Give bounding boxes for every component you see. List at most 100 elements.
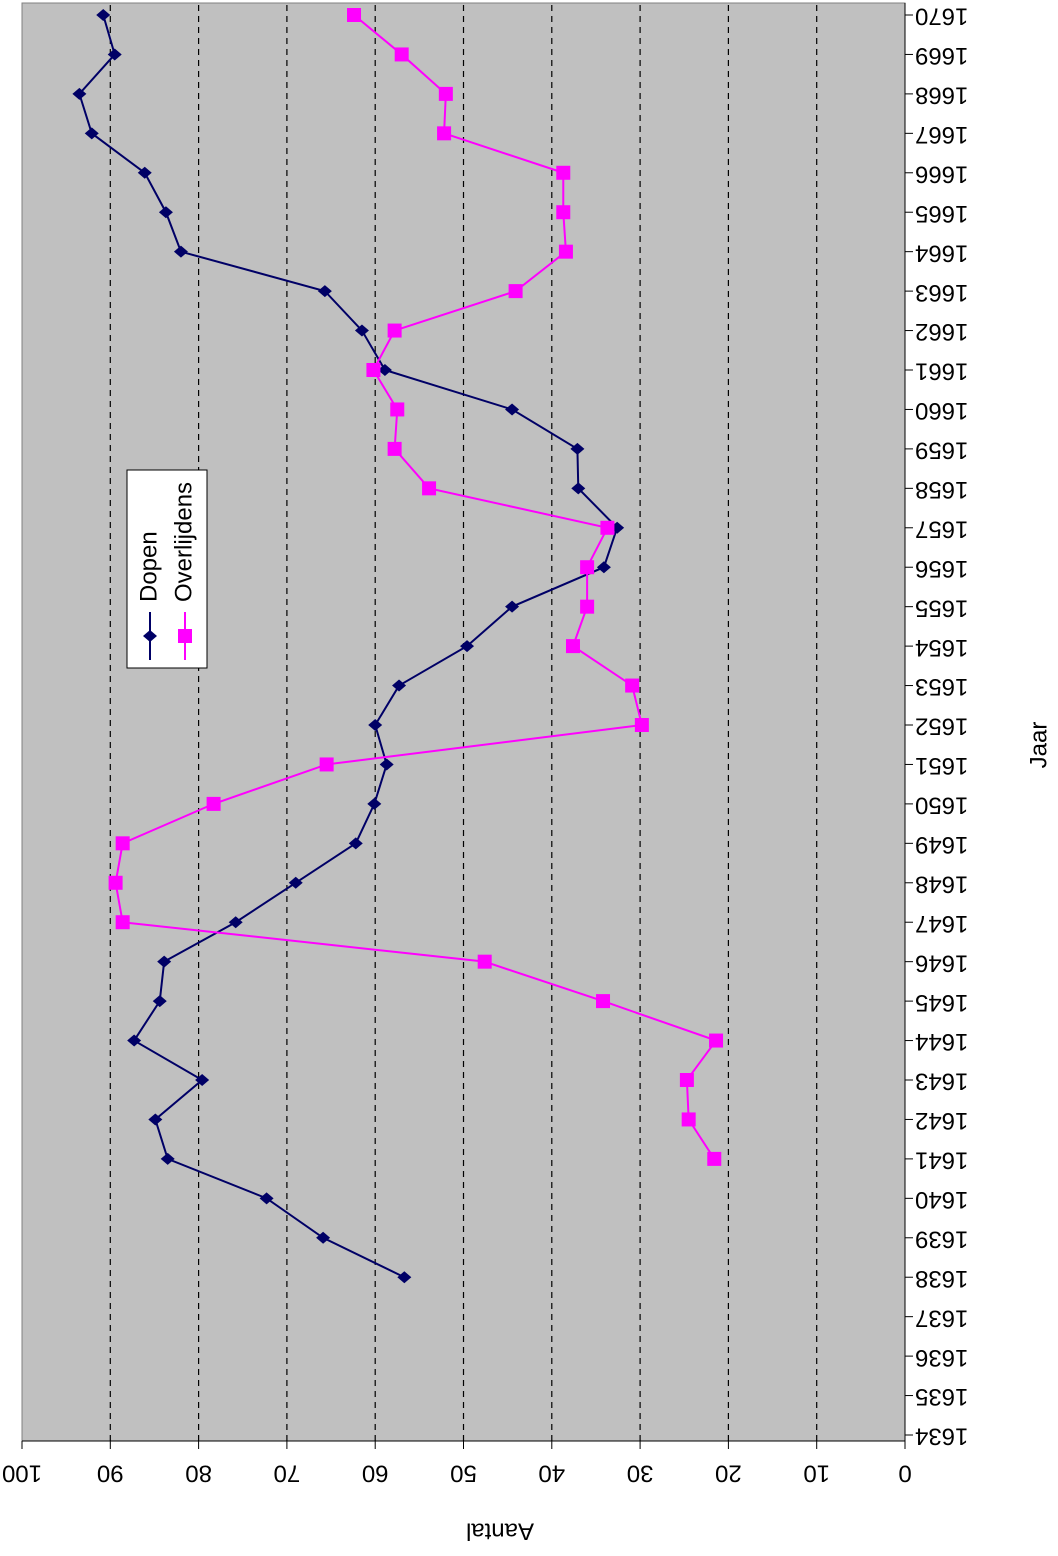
marker — [625, 678, 640, 693]
legend-label: Dopen — [135, 531, 162, 602]
marker — [84, 127, 99, 140]
x-tick-label: 1634 — [915, 1423, 968, 1450]
marker — [679, 1073, 694, 1087]
marker — [115, 915, 130, 930]
marker — [709, 1033, 724, 1048]
x-tick-label: 1640 — [915, 1186, 968, 1213]
x-tick-label: 1667 — [915, 121, 968, 148]
x-tick-label: 1660 — [915, 397, 968, 424]
marker — [157, 955, 172, 968]
x-axis-title: Jaar — [1025, 722, 1052, 769]
x-tick-label: 1655 — [915, 594, 968, 621]
x-tick-label: 1643 — [915, 1068, 968, 1095]
x-tick-label: 1657 — [915, 515, 968, 542]
marker — [556, 205, 571, 220]
marker — [143, 630, 157, 642]
marker — [394, 47, 409, 62]
marker — [317, 285, 332, 298]
y-tick-label: 20 — [715, 1460, 742, 1487]
y-tick-label: 30 — [627, 1460, 654, 1487]
x-tick-label: 1653 — [915, 673, 968, 700]
x-tick-label: 1663 — [915, 279, 968, 306]
x-tick-label: 1648 — [915, 870, 968, 897]
x-tick-label: 1644 — [915, 1028, 968, 1055]
marker — [379, 758, 394, 771]
marker — [596, 561, 611, 574]
marker — [107, 48, 122, 61]
marker — [377, 364, 392, 376]
marker — [259, 1192, 274, 1205]
marker — [505, 600, 520, 613]
y-tick-label: 100 — [2, 1460, 42, 1487]
marker — [580, 599, 595, 614]
x-tick-label: 1658 — [915, 476, 968, 503]
marker — [366, 363, 381, 377]
x-tick-label: 1659 — [915, 437, 968, 464]
marker — [137, 166, 152, 179]
x-tick-label: 1664 — [915, 239, 968, 266]
marker — [558, 244, 573, 259]
marker — [160, 1152, 175, 1165]
marker — [707, 1151, 722, 1166]
x-tick-label: 1650 — [915, 792, 968, 819]
marker — [158, 206, 173, 219]
y-tick-label: 0 — [898, 1460, 911, 1487]
marker — [288, 876, 303, 889]
marker — [152, 995, 167, 1008]
y-tick-label: 70 — [274, 1460, 301, 1487]
x-tick-label: 1642 — [915, 1107, 968, 1134]
marker — [477, 954, 492, 969]
marker — [438, 86, 453, 101]
x-tick-label: 1668 — [915, 82, 968, 109]
x-tick-label: 1641 — [915, 1147, 968, 1174]
marker — [565, 639, 580, 654]
y-tick-label: 80 — [185, 1460, 212, 1487]
legend-label: Overlijdens — [170, 482, 197, 602]
x-tick-label: 1652 — [915, 713, 968, 740]
marker — [316, 1231, 331, 1244]
legend-box — [126, 469, 208, 669]
x-tick-label: 1670 — [915, 3, 968, 30]
marker — [148, 1113, 163, 1126]
marker — [570, 442, 585, 455]
x-tick-label: 1649 — [915, 831, 968, 858]
y-tick-label: 90 — [97, 1460, 124, 1487]
marker — [422, 481, 437, 496]
x-tick-label: 1647 — [915, 910, 968, 937]
x-tick-label: 1661 — [915, 358, 968, 385]
marker — [387, 323, 402, 338]
marker — [437, 126, 452, 141]
marker — [600, 520, 615, 535]
y-tick-label: 40 — [538, 1460, 565, 1487]
x-tick-label: 1665 — [915, 200, 968, 227]
marker — [96, 9, 111, 21]
marker — [115, 836, 130, 851]
marker — [397, 1271, 412, 1284]
marker — [348, 837, 363, 850]
x-tick-label: 1637 — [915, 1304, 968, 1331]
x-tick-label: 1666 — [915, 160, 968, 187]
marker — [228, 916, 243, 929]
x-tick-label: 1646 — [915, 949, 968, 976]
y-axis-title: Aantal — [466, 1518, 534, 1545]
x-tick-label: 1635 — [915, 1383, 968, 1410]
marker — [460, 640, 475, 653]
marker — [390, 402, 405, 417]
marker — [127, 1034, 142, 1047]
y-tick-label: 50 — [450, 1460, 477, 1487]
x-tick-label: 1656 — [915, 555, 968, 582]
marker — [178, 629, 192, 643]
marker — [681, 1112, 696, 1127]
marker — [596, 994, 611, 1009]
marker — [580, 560, 595, 575]
x-tick-label: 1645 — [915, 989, 968, 1016]
x-tick-label: 1639 — [915, 1225, 968, 1252]
marker — [347, 8, 362, 22]
marker — [634, 718, 649, 732]
y-tick-label: 60 — [362, 1460, 389, 1487]
x-tick-label: 1651 — [915, 752, 968, 779]
marker — [508, 284, 523, 299]
marker — [368, 719, 383, 731]
